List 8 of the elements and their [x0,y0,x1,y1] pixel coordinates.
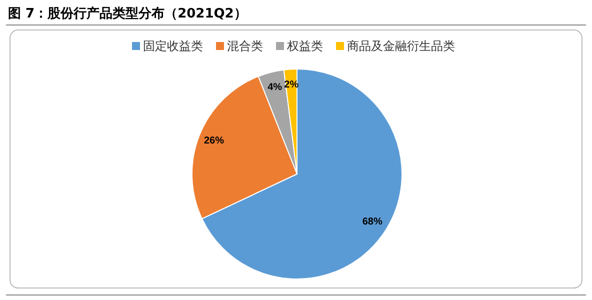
legend-label: 商品及金融衍生品类 [347,39,455,53]
legend-label: 权益类 [286,39,323,53]
legend-label: 固定收益类 [143,39,203,53]
data-label: 4% [268,82,282,94]
legend-label: 混合类 [227,39,263,53]
chart-title: 图 7：股份行产品类型分布（2021Q2） [8,6,247,22]
data-label: 68% [362,216,382,228]
data-label: 26% [204,136,224,147]
